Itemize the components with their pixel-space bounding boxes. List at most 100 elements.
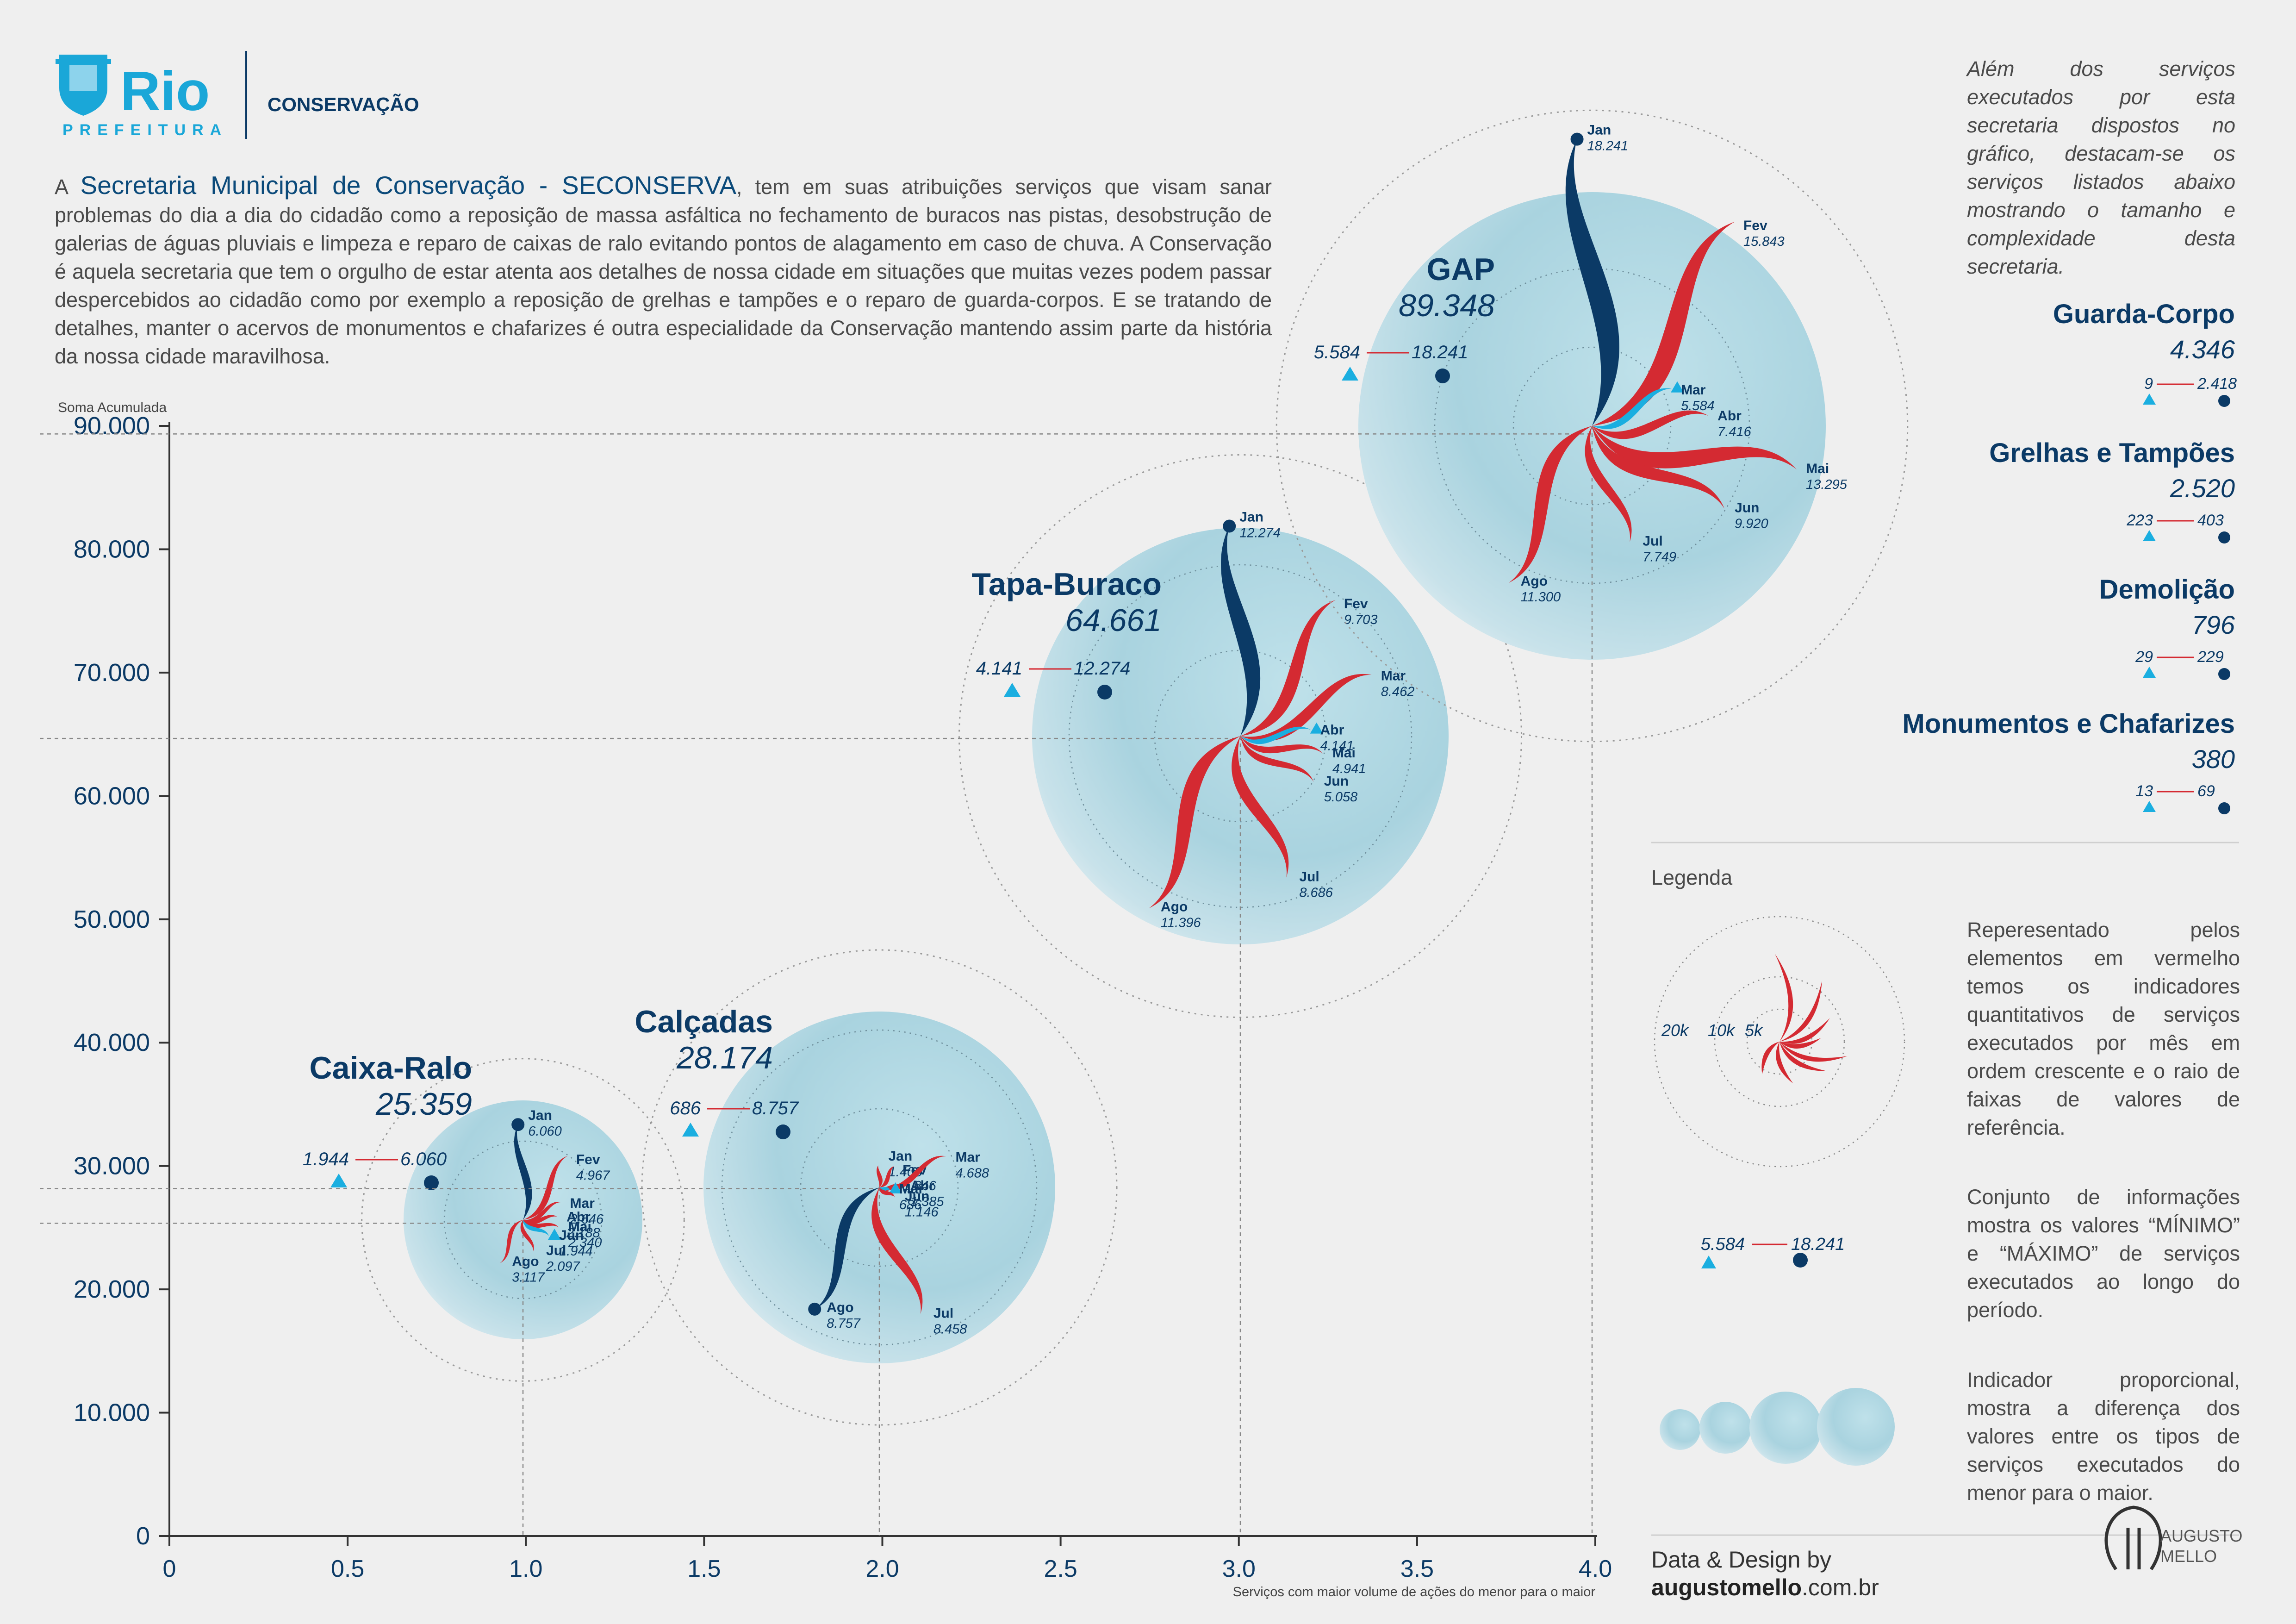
y-tick-label: 60.000 — [74, 782, 150, 810]
month-value: 2.188 — [566, 1226, 600, 1241]
min-label: 5.584 — [1314, 342, 1360, 362]
min-label: 223 — [2126, 512, 2153, 529]
max-label: 8.757 — [752, 1098, 799, 1118]
month-label: Abr — [1717, 408, 1742, 424]
legend-petal — [1761, 1042, 1780, 1074]
month-label: Mar — [955, 1150, 980, 1165]
month-value: 15.843 — [1743, 234, 1785, 249]
month-value: 4.141 — [1320, 739, 1354, 754]
min-triangle — [2143, 801, 2156, 812]
intro-lead: A — [55, 175, 81, 199]
legend-petal — [1780, 1038, 1821, 1049]
petal-jan — [514, 1124, 532, 1220]
month-label: Ago — [1521, 574, 1548, 589]
min-triangle — [1342, 367, 1358, 381]
legend-ring-label: 20k — [1661, 1021, 1689, 1040]
service-total-monumentos: 380 — [2191, 744, 2235, 774]
legend-petal — [1776, 1042, 1793, 1084]
min-marker — [889, 1182, 902, 1193]
month-value: 6.060 — [528, 1124, 562, 1139]
halo-ring — [361, 1058, 685, 1382]
max-label: 18.241 — [1412, 342, 1468, 362]
month-value: 18.241 — [1587, 139, 1629, 154]
legend-size-bubble — [1817, 1388, 1895, 1466]
min-triangle — [2143, 667, 2156, 678]
series-calçadas: Jan1.408Fev1.646Mar4.688Abr1.385Mai686Ju… — [40, 949, 1118, 1536]
month-value: 12.274 — [1239, 525, 1281, 540]
min-triangle — [2143, 530, 2156, 541]
min-triangle — [682, 1123, 699, 1137]
max-marker — [1223, 519, 1236, 533]
month-value: 8.462 — [1381, 685, 1415, 700]
series-total: 89.348 — [1399, 288, 1495, 323]
series-title: Calçadas — [635, 1004, 773, 1039]
service-total-grelhas: 2.520 — [2170, 474, 2235, 503]
y-tick-label: 40.000 — [74, 1029, 150, 1056]
legend-text-radial: Reperesentado pelos elementos em vermelh… — [1967, 918, 2240, 1139]
max-label: 229 — [2197, 648, 2224, 666]
reference-ring — [1068, 564, 1412, 908]
max-marker — [808, 1302, 821, 1316]
legend-ring — [1714, 976, 1845, 1107]
legend-size-bubble — [1699, 1402, 1751, 1454]
petal-jul — [520, 1220, 534, 1251]
max-dot — [1097, 685, 1112, 700]
petal-jun — [1240, 736, 1314, 782]
series-tapa-buraco: Jan12.274Fev9.703Mar8.462Abr4.141Mai4.94… — [40, 454, 1522, 1536]
petal-ago — [815, 1187, 879, 1309]
month-value: 1.944 — [559, 1244, 593, 1259]
min-triangle — [330, 1174, 347, 1187]
legend-text-minmax: Conjunto de informações mostra os valore… — [1967, 1185, 2240, 1322]
month-label: Mai — [1332, 745, 1356, 761]
side-intro: Além dos serviços executados por esta se… — [1967, 57, 2235, 278]
y-tick-label: 50.000 — [74, 906, 150, 933]
petal-mai — [1240, 736, 1323, 754]
month-value: 13.295 — [1806, 477, 1848, 492]
petal-fev — [879, 1166, 895, 1187]
max-dot — [776, 1124, 790, 1139]
month-label: Jan — [1587, 123, 1612, 138]
max-marker — [1570, 132, 1584, 146]
min-label: 1.944 — [303, 1149, 349, 1169]
intro-paragraph: A Secretaria Municipal de Conservação - … — [55, 171, 1272, 370]
month-value: 2.340 — [568, 1236, 602, 1250]
month-label: Abr — [566, 1210, 591, 1225]
series-gap: Jan18.241Fev15.843Mar5.584Abr7.416Mai13.… — [40, 109, 1909, 1536]
month-label: Mai — [568, 1219, 591, 1235]
intro-body: , tem em suas atribuições serviços que v… — [55, 175, 1272, 368]
halo-ring — [641, 949, 1118, 1426]
legend-title: Legenda — [1651, 866, 1733, 889]
petal-mai — [523, 1220, 559, 1228]
y-axis-label: Soma Acumulada — [58, 400, 167, 415]
month-label: Jun — [1324, 774, 1349, 789]
series-total: 28.174 — [676, 1040, 773, 1075]
month-label: Mai — [1806, 461, 1829, 476]
month-label: Ago — [827, 1300, 853, 1315]
max-label: 6.060 — [400, 1149, 447, 1169]
month-label: Fev — [1743, 218, 1767, 233]
month-label: Abr — [1320, 723, 1344, 738]
max-marker — [511, 1118, 525, 1131]
legend-size-bubble — [1660, 1409, 1700, 1450]
month-label: Mar — [570, 1196, 595, 1211]
month-label: Fev — [1344, 596, 1368, 612]
month-label: Abr — [910, 1178, 934, 1193]
credit-site-bold: augustomello — [1651, 1574, 1802, 1600]
halo-ring — [1276, 109, 1909, 743]
city-crest-icon — [56, 55, 111, 116]
month-value: 4.967 — [576, 1168, 610, 1183]
y-tick-label: 0 — [136, 1522, 150, 1550]
min-marker — [1310, 722, 1323, 734]
legend-ring-label: 10k — [1708, 1021, 1736, 1040]
series-title: Tapa-Buraco — [971, 567, 1162, 602]
brand-icon — [2104, 1505, 2162, 1571]
month-value: 3.117 — [512, 1270, 545, 1285]
petal-jan — [1565, 139, 1619, 426]
x-tick-label: 3.0 — [1222, 1555, 1256, 1582]
legend-min-triangle — [1701, 1255, 1716, 1268]
department-name: CONSERVAÇÃO — [268, 94, 419, 115]
legend-graphics: 20k 10k 5k 5.584 18.241 — [1654, 916, 1905, 1466]
min-label: 686 — [670, 1098, 701, 1118]
brand-name-2: MELLO — [2160, 1547, 2217, 1566]
